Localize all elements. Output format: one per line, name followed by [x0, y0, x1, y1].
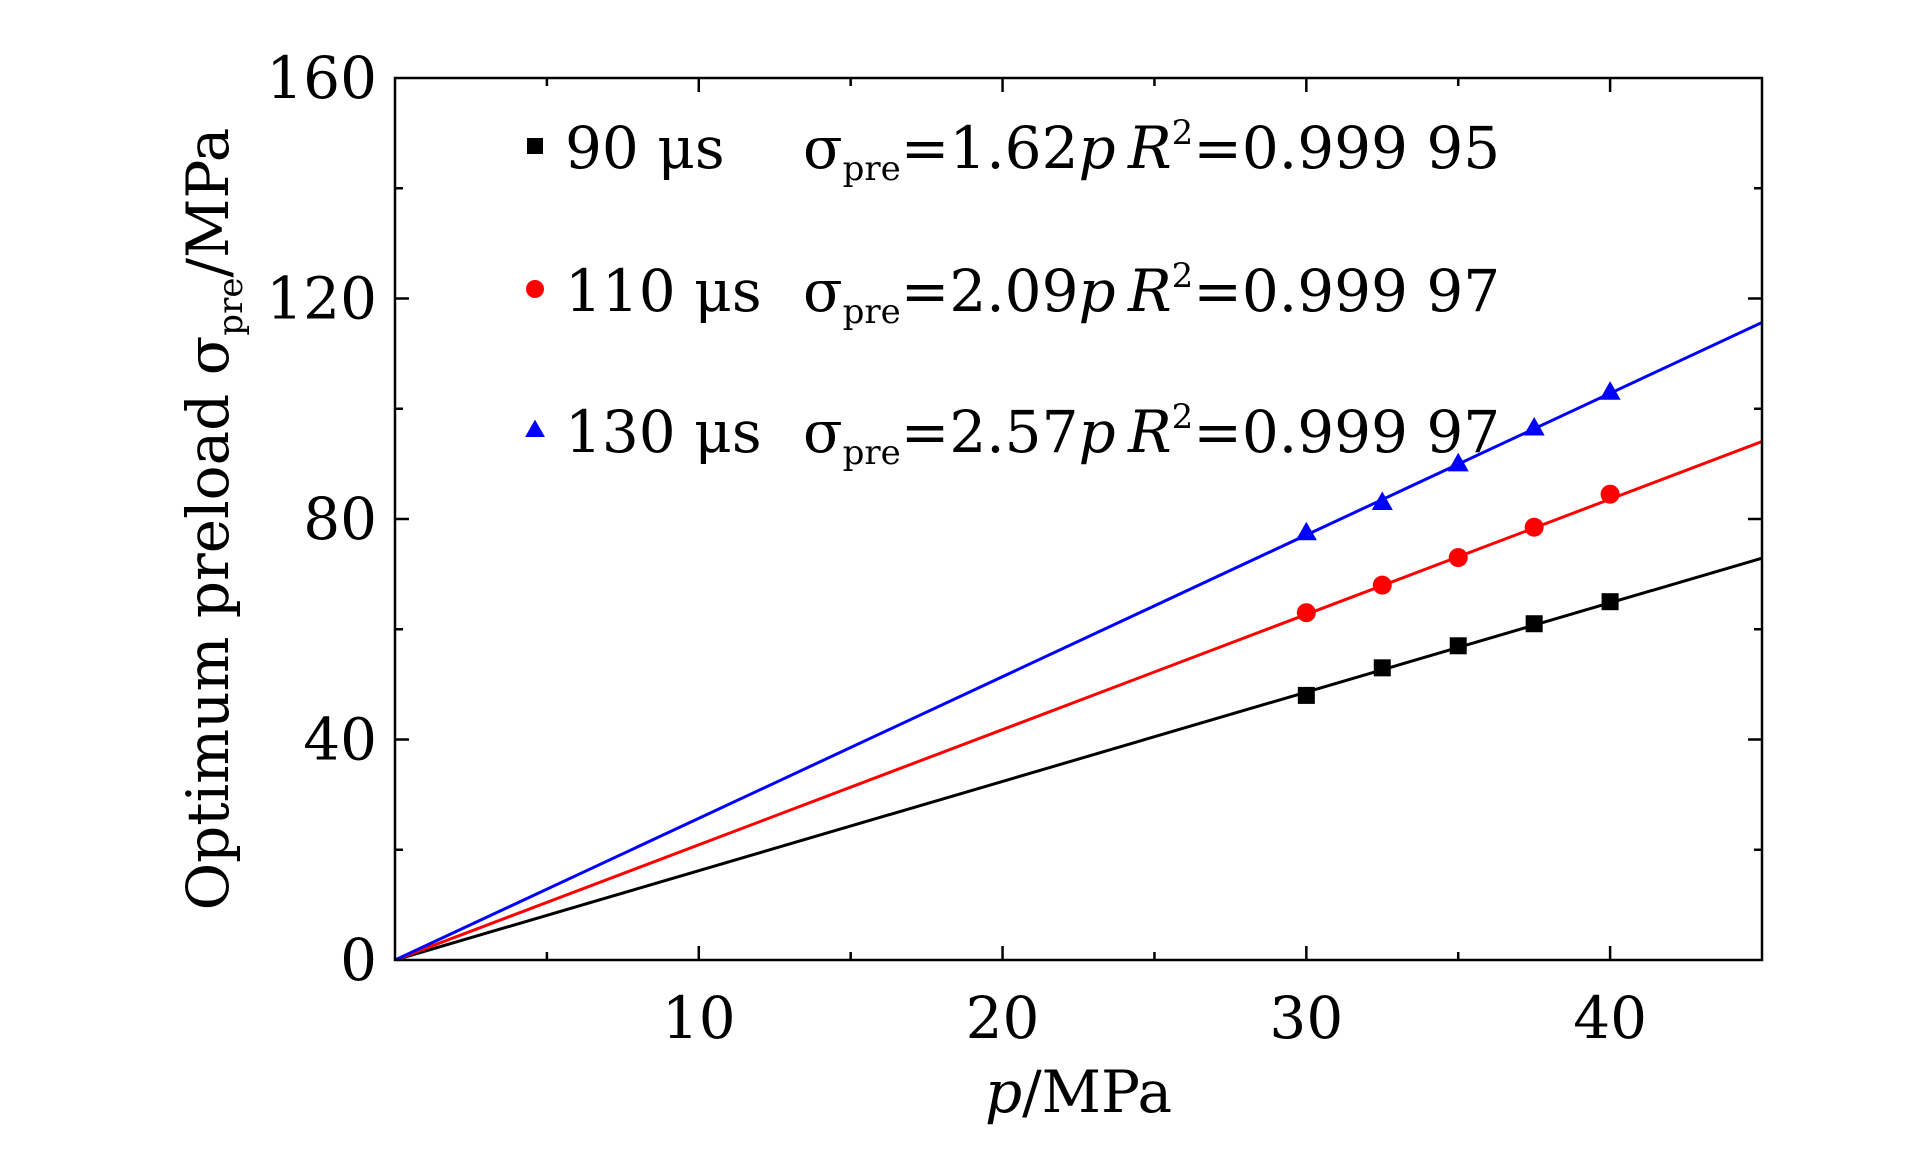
fit-line-1: [395, 440, 1762, 960]
data-point-s2-4: [1599, 381, 1621, 400]
data-point-s0-0: [1297, 686, 1315, 704]
y-tick-label: 40: [303, 706, 377, 774]
legend-series-name: 110 μs: [565, 257, 762, 325]
y-tick-label: 160: [266, 44, 377, 112]
data-point-s2-0: [1295, 521, 1317, 541]
data-point-s0-4: [1601, 593, 1619, 611]
y-tick-label: 80: [303, 485, 377, 553]
data-markers: [1295, 381, 1621, 704]
axes: 10 20 30 40 0 40 80 120 160: [266, 44, 1764, 1052]
legend-fit-equation: σpre=2.09p: [803, 257, 1116, 332]
fit-line-0: [395, 556, 1762, 960]
x-tick-label: 10: [662, 984, 736, 1052]
legend-entry-0: 90 μs σpre=1.62p R2=0.999 95: [527, 113, 1500, 189]
data-point-s0-2: [1449, 637, 1467, 655]
y-axis-title: Optimum preload σpre/MPa: [174, 128, 251, 911]
x-tick-label: 40: [1573, 984, 1647, 1052]
y-tick-label: 0: [340, 926, 377, 994]
legend-fit-equation: σpre=1.62p: [803, 114, 1116, 189]
axis-titles: p/MPa Optimum preload σpre/MPa: [174, 128, 1172, 1126]
y-tick-label: 120: [266, 265, 377, 333]
legend-r-squared: R2=0.999 97: [1127, 397, 1500, 466]
data-point-s2-2: [1447, 452, 1469, 472]
legend-marker-0: [527, 138, 543, 154]
legend-series-name: 130 μs: [565, 398, 762, 466]
legend-marker-1: [526, 280, 544, 298]
data-point-s1-0: [1296, 603, 1316, 623]
data-point-s2-3: [1523, 416, 1545, 436]
legend-r-squared: R2=0.999 95: [1127, 113, 1500, 182]
data-point-s2-1: [1371, 491, 1393, 510]
data-point-s1-4: [1600, 484, 1620, 504]
legend-marker-2: [525, 419, 545, 438]
x-tick-label: 30: [1269, 984, 1343, 1052]
legend-entry-1: 110 μs σpre=2.09p R2=0.999 97: [526, 256, 1500, 332]
data-point-s0-1: [1373, 659, 1391, 677]
data-point-s1-2: [1448, 548, 1468, 568]
legend-entry-2: 130 μs σpre=2.57p R2=0.999 97: [525, 397, 1500, 473]
data-point-s0-3: [1525, 615, 1543, 633]
data-point-s1-1: [1372, 575, 1392, 595]
legend-r-squared: R2=0.999 97: [1127, 256, 1500, 325]
legend-series-name: 90 μs: [565, 114, 725, 182]
data-point-s1-3: [1524, 517, 1544, 537]
legend: 90 μs σpre=1.62p R2=0.999 95 110 μs σpre=2.0…: [525, 113, 1500, 473]
legend-fit-equation: σpre=2.57p: [803, 398, 1116, 473]
x-axis-title: p/MPa: [985, 1058, 1172, 1126]
x-tick-label: 20: [966, 984, 1040, 1052]
